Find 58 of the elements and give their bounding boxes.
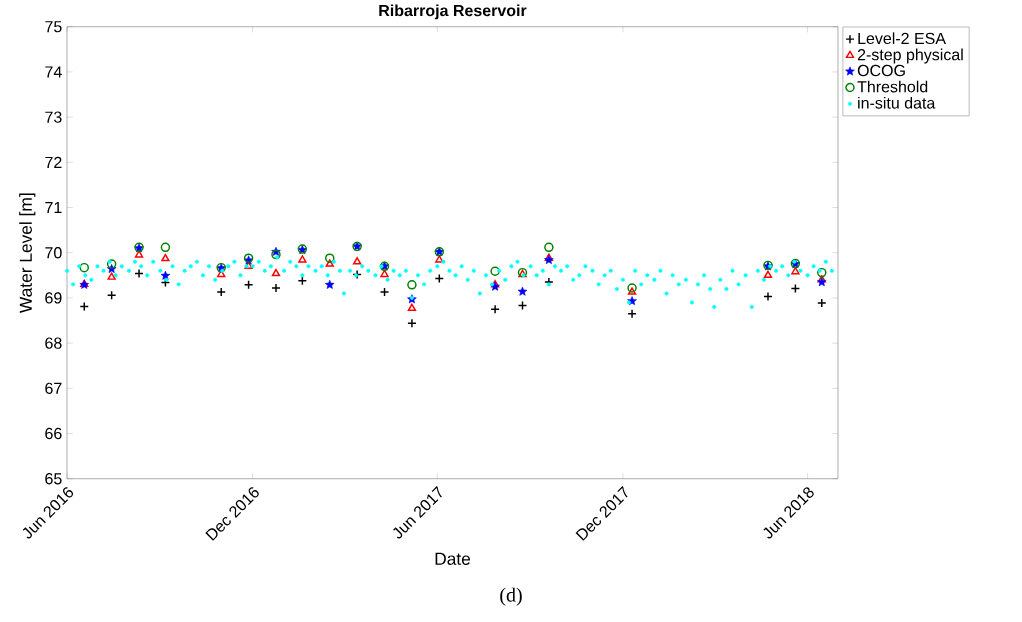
point (490, 304, 500, 315)
point (217, 269, 226, 278)
legend-label: OCOG (857, 65, 905, 77)
point (325, 253, 335, 264)
point (107, 272, 116, 281)
point (407, 280, 417, 290)
y-tick-label: 75 (45, 21, 62, 33)
point (271, 283, 281, 293)
legend-label: Threshold (857, 80, 928, 93)
point (298, 255, 307, 263)
point (325, 259, 334, 267)
point (817, 275, 826, 283)
point (627, 283, 637, 293)
point (161, 254, 170, 262)
point (490, 266, 500, 277)
point (763, 291, 773, 302)
chart-title: Ribarroja Reservoir (379, 4, 527, 20)
y-tick-label: 68 (45, 337, 62, 349)
point (380, 269, 389, 278)
x-axis-title: Date (435, 552, 471, 566)
y-tick-label: 73 (45, 111, 62, 123)
y-tick-label: 67 (45, 382, 62, 395)
point (216, 287, 226, 297)
legend-label: Level-2 ESA (858, 32, 946, 45)
point (106, 259, 117, 269)
point (106, 290, 117, 301)
text: (d) (500, 587, 522, 606)
point (325, 280, 335, 289)
point (763, 270, 773, 279)
point (79, 263, 89, 273)
point (517, 286, 528, 296)
point (379, 287, 390, 297)
point (544, 242, 554, 253)
point (271, 268, 281, 277)
y-tick-label: 70 (45, 247, 62, 259)
point (627, 287, 637, 295)
y-tick-label: 71 (45, 202, 62, 214)
legend-label: in-situ data (858, 97, 936, 109)
point (407, 318, 417, 329)
y-tick-label: 74 (45, 66, 62, 78)
point (435, 255, 444, 263)
y-tick-label: 66 (45, 428, 62, 440)
legend-label: 2-step physical (857, 48, 963, 64)
y-axis-title: Water Level [m] (19, 193, 36, 314)
point (817, 277, 827, 287)
point (134, 268, 144, 279)
point (817, 268, 827, 278)
y-tick-label: 72 (45, 156, 62, 169)
point (791, 267, 800, 275)
point (627, 309, 637, 319)
point (160, 242, 171, 253)
point (271, 249, 281, 260)
point (407, 303, 417, 312)
y-tick-label: 65 (45, 473, 62, 485)
point (817, 298, 827, 308)
y-tick-label: 69 (45, 292, 62, 304)
point (352, 257, 362, 265)
point (243, 280, 254, 290)
